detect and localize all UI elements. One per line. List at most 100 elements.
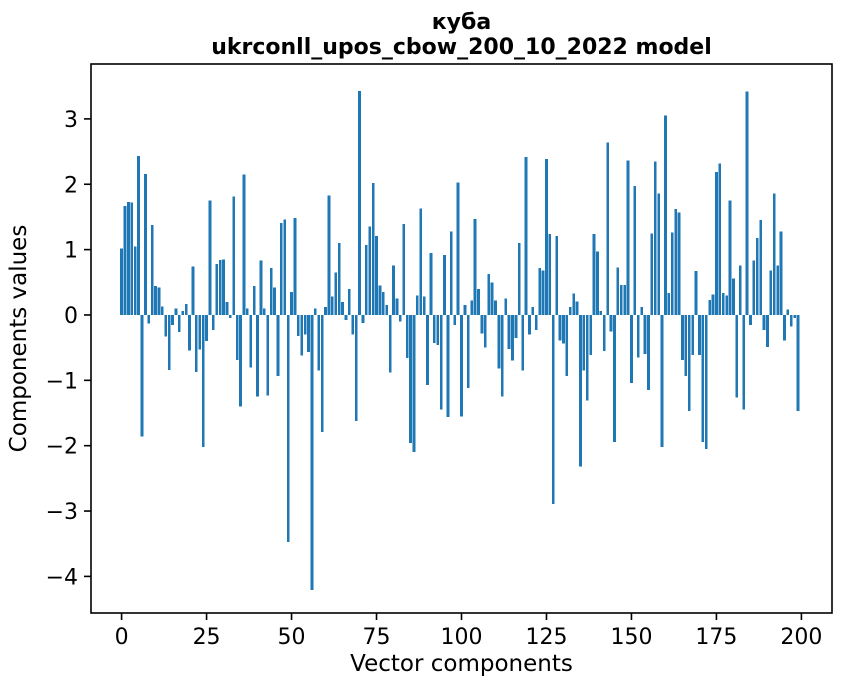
bar [721, 292, 725, 315]
bar [742, 314, 745, 410]
bar [398, 314, 402, 322]
bar [500, 314, 504, 397]
bar [229, 314, 232, 319]
bar [589, 314, 593, 355]
bar [133, 246, 137, 315]
bar [378, 285, 382, 315]
x-tick-label: 175 [695, 625, 737, 650]
bar [749, 314, 752, 325]
bar [524, 156, 528, 315]
y-tick-label: 3 [64, 108, 78, 133]
bar [613, 314, 616, 442]
bar [429, 252, 433, 315]
bar [310, 314, 314, 591]
bar [453, 314, 457, 325]
chart-title-word: куба [432, 10, 491, 35]
bar [279, 222, 283, 315]
bar [470, 300, 474, 315]
x-tick-label: 100 [441, 625, 483, 650]
bar [575, 301, 579, 315]
bar [745, 91, 749, 315]
bar [545, 158, 548, 315]
bar [205, 314, 208, 342]
bar [259, 260, 263, 315]
x-tick-label: 125 [525, 625, 567, 650]
bar [320, 314, 324, 432]
bar [307, 314, 310, 353]
bar [602, 314, 606, 351]
ticks-group: 0 25 50 75 100 125 150 175 200 −4 −3 −2 −1 0 1 2 3 [46, 108, 823, 650]
bar [120, 248, 123, 315]
bar [443, 254, 446, 315]
x-tick-label: 200 [780, 625, 822, 650]
bar [579, 314, 582, 467]
bar [769, 270, 773, 315]
bar [222, 259, 225, 315]
bar [266, 314, 270, 396]
bar [521, 314, 525, 371]
x-tick-label: 50 [278, 625, 306, 650]
bar [174, 308, 178, 315]
y-tick-label: 2 [64, 173, 78, 198]
bar [534, 314, 538, 330]
bar [313, 308, 317, 315]
bar [562, 314, 565, 344]
bar [460, 314, 463, 417]
bar [725, 295, 728, 315]
bar [246, 308, 249, 315]
bar [239, 314, 242, 407]
bar [691, 314, 694, 355]
bar [766, 314, 769, 347]
bar [147, 314, 151, 324]
bar [653, 161, 657, 315]
bar [650, 233, 654, 315]
bar [759, 220, 762, 315]
bar [392, 265, 395, 315]
x-axis-label: Vector components [350, 651, 573, 677]
bar [466, 314, 470, 389]
bar [252, 286, 256, 315]
bar [137, 156, 140, 315]
axes-frame [90, 63, 833, 614]
x-tick-label: 75 [363, 625, 391, 650]
bar [551, 314, 555, 504]
bar [300, 314, 304, 356]
bar [317, 314, 321, 371]
bar [674, 209, 677, 315]
bar [201, 314, 205, 447]
bar [596, 251, 599, 315]
bar [497, 314, 501, 369]
bar [694, 271, 698, 315]
bar [276, 314, 280, 376]
bar [528, 314, 531, 335]
bar [796, 314, 800, 412]
bar [347, 288, 351, 315]
bar [708, 299, 711, 315]
bar [178, 314, 181, 332]
bar [286, 314, 290, 542]
bar [701, 314, 705, 442]
bar [171, 314, 174, 325]
bar [334, 272, 338, 315]
bar [504, 298, 508, 315]
bar [337, 243, 341, 315]
bar [490, 282, 494, 315]
bar [626, 160, 630, 315]
bar [419, 208, 423, 315]
bar [538, 267, 542, 315]
bar [330, 296, 334, 315]
bar [249, 314, 253, 368]
bar [456, 182, 460, 315]
bar [188, 314, 191, 351]
bar [517, 243, 521, 315]
bar [752, 260, 756, 315]
bar [511, 314, 514, 361]
y-tick-label: 0 [64, 304, 78, 329]
bar [354, 314, 358, 421]
bar [157, 287, 161, 315]
bar [164, 314, 168, 337]
bar [167, 314, 171, 370]
bar [779, 231, 783, 315]
bar [140, 314, 144, 437]
y-tick-label: −4 [46, 565, 78, 590]
